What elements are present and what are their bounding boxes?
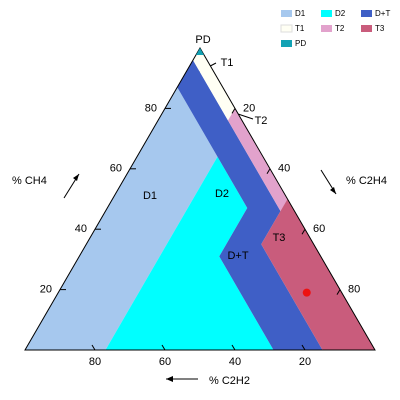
- zone-label: PD: [195, 34, 210, 46]
- tick-mark: [231, 344, 236, 351]
- legend-label: T3: [375, 24, 385, 33]
- c2h4-tick-label: 60: [313, 223, 325, 235]
- zone: [177, 60, 323, 350]
- c2h2-arrow-head: [166, 376, 173, 382]
- legend-label: PD: [295, 39, 306, 48]
- axis-title: % CH4: [12, 175, 47, 187]
- legend-label: D2: [335, 9, 346, 18]
- legend-label: T2: [335, 24, 345, 33]
- c2h4-tick-label: 20: [243, 102, 255, 114]
- tick-mark: [161, 344, 166, 351]
- zone-label: T3: [273, 232, 286, 244]
- tick-mark: [231, 108, 236, 114]
- c2h2-tick-label: 20: [299, 356, 311, 368]
- ch4-arrow-head: [73, 174, 79, 181]
- axis-title: % C2H2: [209, 375, 250, 387]
- ch4-tick-label: 20: [40, 284, 52, 296]
- legend-swatch: [321, 25, 332, 32]
- ch4-tick-label: 60: [110, 163, 122, 175]
- zone-label: T2: [255, 115, 268, 127]
- axis-title: % C2H4: [346, 175, 387, 187]
- triangle-outline: [24, 47, 376, 351]
- c2h4-tick-label: 40: [278, 163, 290, 175]
- legend-swatch: [361, 10, 372, 17]
- apex-marker: [196, 48, 204, 55]
- legend-swatch: [281, 10, 292, 17]
- tick-mark: [336, 289, 341, 295]
- legend-swatch: [280, 24, 293, 33]
- data-point: [302, 288, 311, 297]
- legend-swatch: [361, 25, 372, 32]
- zone: [105, 156, 274, 350]
- c2h4-tick-label: 80: [348, 284, 360, 296]
- tick-mark: [301, 344, 306, 351]
- zone: [25, 87, 218, 350]
- legend-swatch: [321, 10, 332, 17]
- ch4-tick-label: 80: [145, 102, 157, 114]
- tick-mark: [91, 344, 96, 351]
- zone-label: D1: [143, 190, 157, 202]
- c2h4-arrow-head: [330, 187, 336, 194]
- c2h2-tick-label: 60: [159, 356, 171, 368]
- legend-label: D1: [295, 9, 306, 18]
- zone-label: D+T: [227, 250, 248, 262]
- zone: [261, 199, 375, 350]
- legend-label: D+T: [375, 9, 390, 18]
- zone-label: T1: [221, 57, 234, 69]
- c2h2-tick-label: 40: [229, 356, 241, 368]
- c2h2-tick-label: 80: [89, 356, 101, 368]
- tick-mark: [266, 168, 271, 175]
- tick-mark: [301, 228, 306, 235]
- ch4-tick-label: 40: [75, 223, 87, 235]
- zone-label: D2: [215, 188, 229, 200]
- zone: [228, 108, 288, 212]
- legend-swatch: [281, 40, 292, 47]
- legend-label: T1: [295, 24, 305, 33]
- zone: [193, 54, 235, 121]
